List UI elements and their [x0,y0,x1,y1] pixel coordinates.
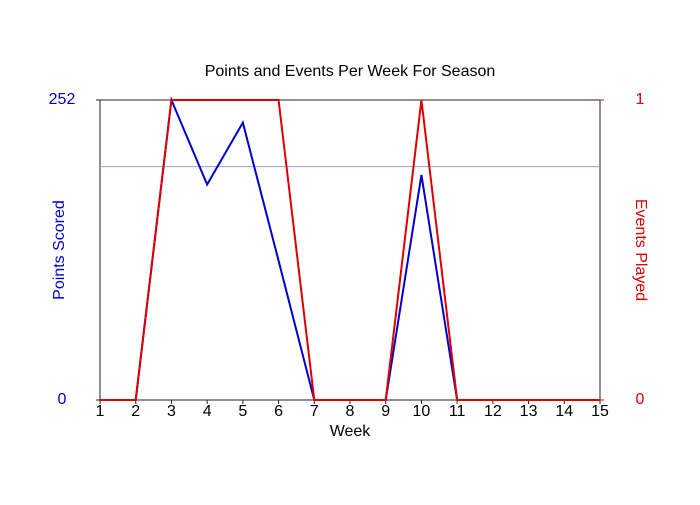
x-tick-label: 9 [381,403,390,420]
x-tick-label: 14 [555,403,573,420]
series-line [100,96,600,401]
x-tick-label: 4 [203,403,212,420]
x-tick-label: 6 [274,403,283,420]
x-tick-label: 13 [520,403,538,420]
x-tick-label: 12 [484,403,502,420]
y2-tick-label: 0 [636,391,645,408]
x-tick-label: 3 [167,403,176,420]
y-tick-label: 252 [49,91,76,108]
series-line [100,99,600,401]
plot-frame [99,99,601,401]
y-axis-label: Points Scored [51,200,68,300]
x-tick-label: 1 [96,403,105,420]
x-tick-label: 8 [346,403,355,420]
x-tick-label: 5 [238,403,247,420]
y2-axis-label: Events Played [632,199,649,301]
x-tick-label: 11 [449,403,466,420]
y-tick-label: 0 [58,391,67,408]
x-axis-label: Week [330,423,372,440]
y2-tick-label: 1 [636,91,645,108]
chart-title: Points and Events Per Week For Season [205,63,496,80]
x-tick-label: 10 [413,403,431,420]
x-tick-label: 15 [591,403,609,420]
x-tick-label: 2 [131,403,140,420]
x-tick-label: 7 [310,403,319,420]
